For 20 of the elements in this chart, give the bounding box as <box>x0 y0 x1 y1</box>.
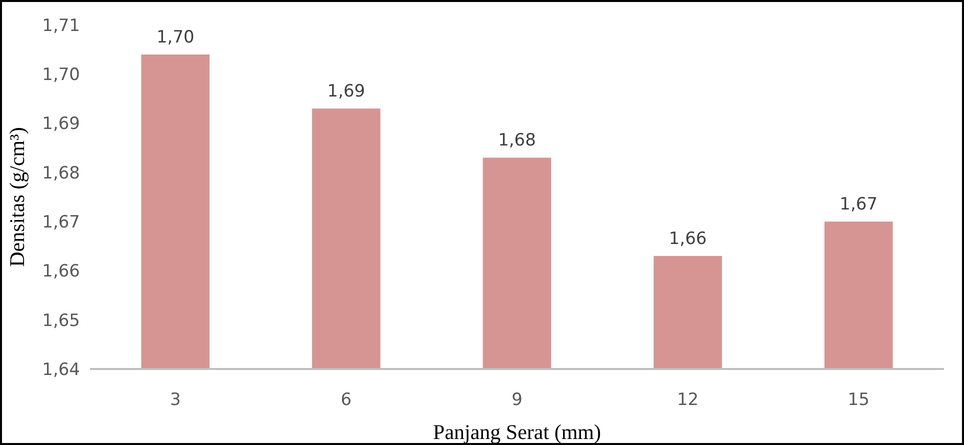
y-tick-label: 1,69 <box>42 114 80 134</box>
data-label: 1,67 <box>840 194 878 215</box>
y-tick-label: 1,68 <box>42 163 80 184</box>
x-tick-label: 3 <box>170 390 181 410</box>
y-tick-label: 1,67 <box>42 212 80 233</box>
data-label: 1,68 <box>498 130 536 151</box>
data-label: 1,69 <box>327 82 366 102</box>
data-label: 1,66 <box>668 228 707 249</box>
y-tick-label: 1,71 <box>42 16 80 36</box>
y-axis-title: Densitas (g/cm³) <box>5 127 29 267</box>
data-label: 1,70 <box>156 27 194 48</box>
x-tick-label: 6 <box>340 390 352 410</box>
x-tick-label: 9 <box>512 390 522 410</box>
x-tick-label: 12 <box>676 390 699 410</box>
y-tick-label: 1,66 <box>42 262 80 282</box>
y-tick-label: 1,70 <box>42 65 80 86</box>
y-tick-label: 1,65 <box>42 310 80 331</box>
x-tick-label: 15 <box>848 390 870 410</box>
y-tick-label: 1,64 <box>42 360 80 380</box>
x-axis-title: Panjang Serat (mm) <box>433 420 601 444</box>
